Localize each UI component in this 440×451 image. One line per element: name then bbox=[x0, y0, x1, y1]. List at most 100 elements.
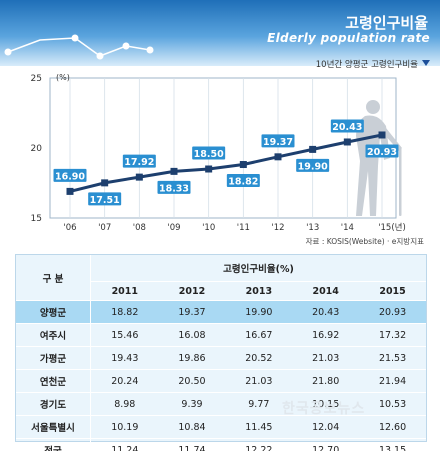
value-cell: 12.60 bbox=[359, 415, 426, 439]
value-cell: 13.15 bbox=[359, 438, 426, 451]
year-header: 2012 bbox=[158, 281, 226, 301]
region-cell: 서울특별시 bbox=[16, 415, 91, 439]
table-row: 연천군 20.24 20.50 21.03 21.80 21.94 bbox=[16, 369, 426, 393]
table-row: 양평군 18.82 19.37 19.90 20.43 20.93 bbox=[16, 300, 426, 324]
x-tick-label: '12 bbox=[271, 223, 284, 233]
year-header: 2011 bbox=[90, 281, 159, 301]
data-point bbox=[135, 173, 143, 181]
value-cell: 10.19 bbox=[90, 415, 159, 439]
header-deco-point bbox=[122, 42, 130, 50]
x-tick-label: '09 bbox=[167, 223, 180, 233]
value-cell: 19.86 bbox=[158, 346, 226, 370]
data-label-box bbox=[365, 144, 399, 158]
header-deco-point bbox=[71, 34, 79, 42]
value-cell: 11.74 bbox=[158, 438, 226, 451]
table-header-row: 구 분 고령인구비율(%) bbox=[16, 255, 426, 301]
value-cell: 21.53 bbox=[359, 346, 426, 370]
value-cell: 15.46 bbox=[90, 323, 159, 347]
value-cell: 11.24 bbox=[90, 438, 159, 451]
value-cell: 9.77 bbox=[225, 392, 293, 416]
data-point bbox=[205, 165, 213, 173]
data-label-box bbox=[261, 134, 295, 148]
header-deco-point bbox=[4, 48, 12, 56]
table-row: 서울특별시 10.19 10.84 11.45 12.04 12.60 bbox=[16, 415, 426, 439]
value-cell: 19.43 bbox=[90, 346, 159, 370]
value-cell: 19.37 bbox=[158, 300, 226, 324]
y-tick-label: 20 bbox=[31, 144, 43, 154]
year-header: 2015 bbox=[359, 281, 426, 301]
page-title: 고령인구비율 bbox=[345, 14, 428, 32]
value-cell: 16.67 bbox=[225, 323, 293, 347]
series-line bbox=[69, 133, 383, 193]
header-deco-line bbox=[7, 37, 151, 57]
data-label: 19.37 bbox=[263, 137, 293, 148]
value-cell: 20.93 bbox=[359, 300, 426, 324]
data-point bbox=[66, 187, 74, 195]
page-subtitle: Elderly population rate bbox=[267, 31, 430, 45]
data-label: 20.43 bbox=[332, 122, 362, 133]
region-cell: 가평군 bbox=[16, 346, 91, 370]
x-tick-label: '07 bbox=[98, 223, 111, 233]
series-layer bbox=[66, 131, 386, 195]
data-label: 20.93 bbox=[367, 147, 397, 158]
x-tick-label: '06 bbox=[63, 223, 76, 233]
value-cell: 11.45 bbox=[225, 415, 293, 439]
data-point bbox=[309, 145, 317, 153]
data-label: 18.50 bbox=[194, 149, 224, 160]
data-label: 17.51 bbox=[90, 195, 120, 206]
x-tick-label: '15(년) bbox=[378, 222, 406, 233]
data-point bbox=[101, 179, 109, 187]
value-cell: 19.90 bbox=[225, 300, 293, 324]
corner-header: 구 분 bbox=[16, 255, 91, 301]
data-label-box bbox=[157, 180, 191, 194]
triangle-down-icon bbox=[422, 60, 430, 66]
value-cell: 12.70 bbox=[292, 438, 360, 451]
x-tick-label: '11 bbox=[237, 223, 250, 233]
y-unit-label: (%) bbox=[56, 73, 70, 82]
value-cell: 20.43 bbox=[292, 300, 360, 324]
data-label: 16.90 bbox=[55, 171, 85, 182]
value-cell: 9.39 bbox=[158, 392, 226, 416]
value-cell: 20.50 bbox=[158, 369, 226, 393]
data-label-box bbox=[296, 158, 330, 172]
table-row: 여주시 15.46 16.08 16.67 16.92 17.32 bbox=[16, 323, 426, 347]
value-cell: 21.80 bbox=[292, 369, 360, 393]
value-cell: 20.24 bbox=[90, 369, 159, 393]
value-cell: 8.98 bbox=[90, 392, 159, 416]
table-year-row: 2011 2012 2013 2014 2015 bbox=[16, 281, 426, 301]
value-cell: 10.15 bbox=[292, 392, 360, 416]
value-cell: 21.03 bbox=[292, 346, 360, 370]
y-tick-label: 25 bbox=[31, 74, 42, 84]
x-tick-label: '14 bbox=[341, 223, 354, 233]
value-cell: 12.22 bbox=[225, 438, 293, 451]
value-cell: 20.52 bbox=[225, 346, 293, 370]
data-point bbox=[239, 161, 247, 169]
value-cell: 21.94 bbox=[359, 369, 426, 393]
x-tick-label: '08 bbox=[133, 223, 146, 233]
region-cell: 연천군 bbox=[16, 369, 91, 393]
data-label-box bbox=[53, 168, 87, 182]
data-label-box bbox=[226, 174, 260, 188]
chart-caption: 10년간 양평군 고령인구비율 bbox=[315, 60, 418, 70]
data-label: 18.33 bbox=[159, 183, 189, 194]
data-point bbox=[343, 138, 351, 146]
year-header: 2014 bbox=[292, 281, 360, 301]
data-label-box bbox=[192, 146, 226, 160]
table-body: 양평군 18.82 19.37 19.90 20.43 20.93 여주시 15.46 16.0… bbox=[16, 300, 426, 451]
elderly-person-silhouette bbox=[356, 100, 402, 216]
source-note: 자료 : KOSIS(Website) · e지방지표 bbox=[305, 237, 424, 246]
data-point bbox=[378, 131, 386, 139]
axes: 15 20 25 (%) '06 '07 '08 '09 '10 '11 '12 '13 '14 '15(… bbox=[31, 73, 406, 233]
region-cell: 경기도 bbox=[16, 392, 91, 416]
region-cell: 양평군 bbox=[16, 300, 91, 324]
table-row: 가평군 19.43 19.86 20.52 21.03 21.53 bbox=[16, 346, 426, 370]
header-banner: 고령인구비율 Elderly population rate bbox=[0, 0, 440, 66]
x-tick-label: '10 bbox=[202, 223, 215, 233]
data-point bbox=[274, 153, 282, 161]
value-cell: 21.03 bbox=[225, 369, 293, 393]
value-cell: 12.04 bbox=[292, 415, 360, 439]
data-label-box bbox=[330, 119, 364, 133]
header-deco-point bbox=[146, 46, 154, 54]
